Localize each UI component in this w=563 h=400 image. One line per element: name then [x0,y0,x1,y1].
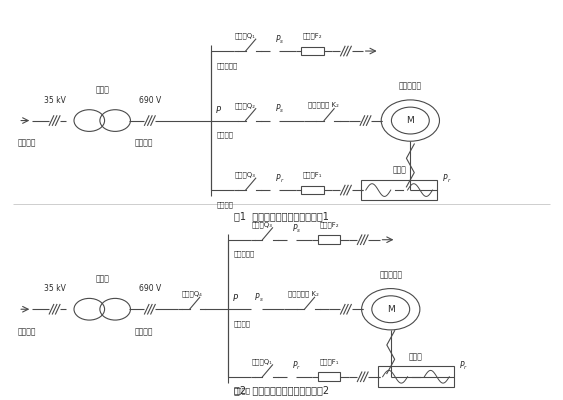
Bar [378,366,454,387]
Text: 双馈发电机: 双馈发电机 [379,270,403,280]
Text: 断路器Q₂: 断路器Q₂ [235,102,256,109]
Text: s: s [260,297,262,302]
Text: r: r [297,365,300,370]
Text: M: M [406,116,414,125]
Text: r: r [280,178,283,183]
Bar [361,180,437,200]
Text: 断路器Q₃: 断路器Q₃ [235,172,256,178]
Bar [301,186,324,194]
Text: 熔断器F₁: 熔断器F₁ [319,358,339,365]
Text: P: P [459,361,464,370]
Bar [301,47,324,56]
Text: P: P [293,224,297,232]
Text: P: P [216,106,221,114]
Text: 35 kV: 35 kV [44,284,65,293]
Text: s: s [280,39,283,44]
Text: 自用电回路: 自用电回路 [234,251,255,258]
Text: 变压器: 变压器 [95,86,109,95]
Text: 至变电站: 至变电站 [17,327,36,336]
Text: 逆变器: 逆变器 [409,352,423,361]
Text: 双馈发电机: 双馈发电机 [399,82,422,91]
Text: r: r [464,365,466,370]
Text: 690 V: 690 V [138,96,161,105]
Text: 逆变器: 逆变器 [392,165,406,174]
Circle shape [372,296,410,323]
Text: P: P [293,361,297,370]
Text: r: r [448,178,450,183]
Bar [318,235,340,244]
Text: 断路器Q₁: 断路器Q₁ [235,32,256,39]
Text: 转子回路: 转子回路 [234,388,251,394]
Text: P: P [276,104,280,114]
Text: s: s [280,108,283,114]
Circle shape [391,107,429,134]
Text: 并网接触器 K₂: 并网接触器 K₂ [308,101,339,108]
Text: 变压器: 变压器 [95,274,109,284]
Text: 发电回路: 发电回路 [135,138,154,148]
Text: P: P [255,293,260,302]
Text: 自用电回路: 自用电回路 [217,62,238,69]
Text: 至变电站: 至变电站 [17,138,36,148]
Text: s: s [297,228,300,232]
Text: 定子回路: 定子回路 [234,320,251,327]
Text: 断路器Q₃: 断路器Q₃ [252,221,272,228]
Text: 35 kV: 35 kV [44,96,65,105]
Text: 定子回路: 定子回路 [217,132,234,138]
Text: 熔断器F₂: 熔断器F₂ [319,221,339,228]
Text: 断路器Q₁: 断路器Q₁ [252,358,272,365]
Text: P: P [233,294,238,303]
Text: 熔断器F₁: 熔断器F₁ [302,172,322,178]
Text: 发电回路: 发电回路 [135,327,154,336]
Text: 并网接触器 K₂: 并网接触器 K₂ [288,290,319,296]
Text: P: P [276,35,280,44]
Text: 断路器Q₄: 断路器Q₄ [181,291,202,297]
Bar [318,372,340,381]
Text: 图2  双馈风电机组主回路简化图2: 图2 双馈风电机组主回路简化图2 [234,386,329,396]
Text: 熔断器F₂: 熔断器F₂ [302,32,322,39]
Text: 转子回路: 转子回路 [217,201,234,208]
Text: 690 V: 690 V [138,284,161,293]
Text: M: M [387,305,395,314]
Text: P: P [276,174,280,183]
Text: P: P [443,174,448,183]
Text: 图1  双馈风电机组主回路简化图1: 图1 双馈风电机组主回路简化图1 [234,211,329,221]
